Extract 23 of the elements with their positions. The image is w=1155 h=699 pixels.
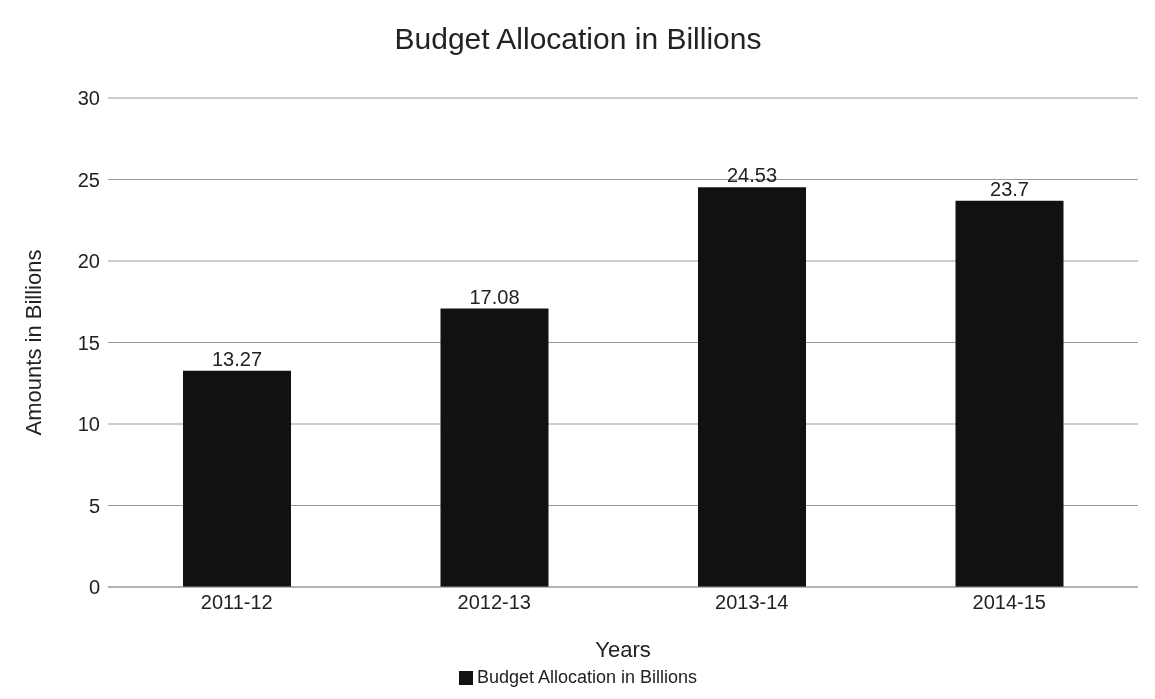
data-label: 23.7 [990, 177, 1029, 200]
legend-label: Budget Allocation in Billions [476, 667, 698, 687]
x-tick-label: 2011-12 [200, 591, 273, 614]
bar [955, 200, 1064, 587]
y-tick-label: 20 [77, 250, 100, 273]
y-tick-label: 15 [77, 331, 100, 354]
data-label: 13.27 [211, 347, 263, 370]
y-tick-label: 10 [77, 413, 100, 436]
y-tick-label: 0 [88, 576, 100, 599]
x-tick-label: 2013-14 [715, 591, 789, 614]
chart-title: Budget Allocation in Billions [393, 21, 763, 57]
data-label: 17.08 [469, 285, 520, 308]
y-tick-label: 25 [77, 168, 100, 191]
bar [440, 308, 549, 587]
bar [698, 187, 806, 587]
data-label: 24.53 [726, 164, 778, 187]
x-tick-label: 2014-15 [972, 591, 1046, 614]
y-tick-label: 5 [88, 494, 100, 517]
y-tick-label: 30 [77, 87, 100, 110]
x-axis-title: Years [595, 637, 651, 662]
bar [183, 370, 291, 587]
x-tick-label: 2012-13 [457, 591, 531, 614]
y-axis-title: Amounts in Billions [20, 249, 46, 436]
